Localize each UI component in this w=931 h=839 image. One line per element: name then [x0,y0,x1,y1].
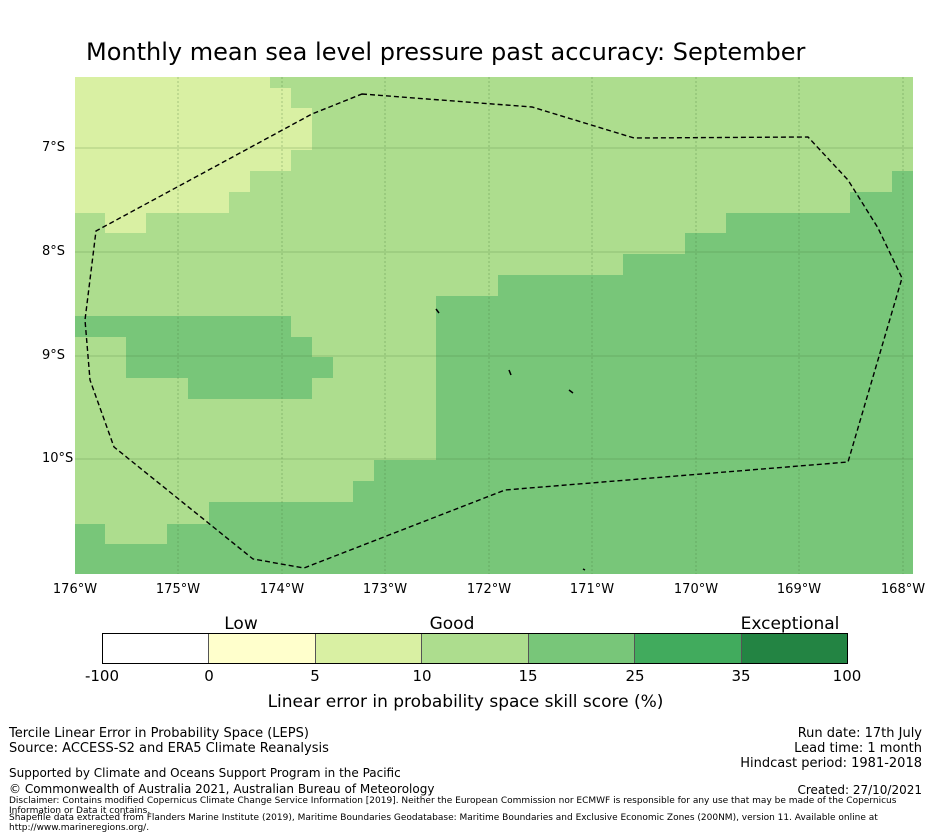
colorbar-label: Linear error in probability space skill … [267,692,664,712]
colorbar-segment [209,634,316,663]
created-date: Created: 27/10/2021 [797,783,922,797]
category-exceptional: Exceptional [740,614,840,634]
category-good: Good [429,614,475,634]
island-fakaofo [568,389,574,394]
colorbar-tick: -100 [84,667,120,685]
method-text: Tercile Linear Error in Probability Spac… [9,726,309,741]
colorbar-segment [741,634,847,663]
colorbar-tick: 5 [310,667,320,685]
skill-region-very-good-east [75,171,913,574]
hindcast-period: Hindcast period: 1981-2018 [740,756,922,771]
colorbar-tick: 15 [518,667,538,685]
lon-label-170w: 170°W [673,582,719,597]
lon-label-173w: 173°W [362,582,408,597]
category-low: Low [224,614,258,634]
colorbar-tick: 0 [204,667,214,685]
colorbar-tick: 35 [731,667,751,685]
lat-label-7s: 7°S [42,140,66,155]
run-date: Run date: 17th July [797,726,922,741]
lead-time: Lead time: 1 month [794,741,922,756]
island-nukunonu [508,369,512,376]
lon-label-172w: 172°W [466,582,512,597]
island-swains [582,568,586,571]
skill-region-low-good [75,77,312,233]
lon-label-171w: 171°W [569,582,615,597]
lon-label-174w: 174°W [259,582,305,597]
lon-label-176w: 176°W [52,582,98,597]
colorbar-tick: 25 [625,667,645,685]
eez-boundary [84,93,903,569]
lat-label-9s: 9°S [42,348,66,363]
grid-lines [75,77,913,574]
copyright-text: © Commonwealth of Australia 2021, Austra… [9,782,435,796]
islands [435,308,586,571]
lon-label-169w: 169°W [776,582,822,597]
colorbar [102,633,848,664]
shapefile-credit: Shapefile data extracted from Flanders M… [9,813,878,833]
disclaimer-text: Disclaimer: Contains modified Copernicus… [9,796,897,816]
skill-field [75,77,913,574]
skill-map [75,77,913,574]
lat-label-10s: 10°S [42,451,74,466]
support-text: Supported by Climate and Oceans Support … [9,766,401,780]
colorbar-tick: 100 [832,667,862,685]
colorbar-tick: 10 [412,667,432,685]
lon-label-175w: 175°W [155,582,201,597]
map-title: Monthly mean sea level pressure past acc… [86,38,806,66]
colorbar-segment [635,634,742,663]
skill-region-very-good-west [75,316,333,399]
colorbar-segment [315,634,423,663]
colorbar-segment [422,634,529,663]
lon-label-168w: 168°W [880,582,926,597]
island-atafu [435,308,440,314]
lat-label-8s: 8°S [42,244,66,259]
source-text: Source: ACCESS-S2 and ERA5 Climate Reana… [9,741,329,756]
colorbar-segment [103,634,210,663]
colorbar-segment [528,634,636,663]
